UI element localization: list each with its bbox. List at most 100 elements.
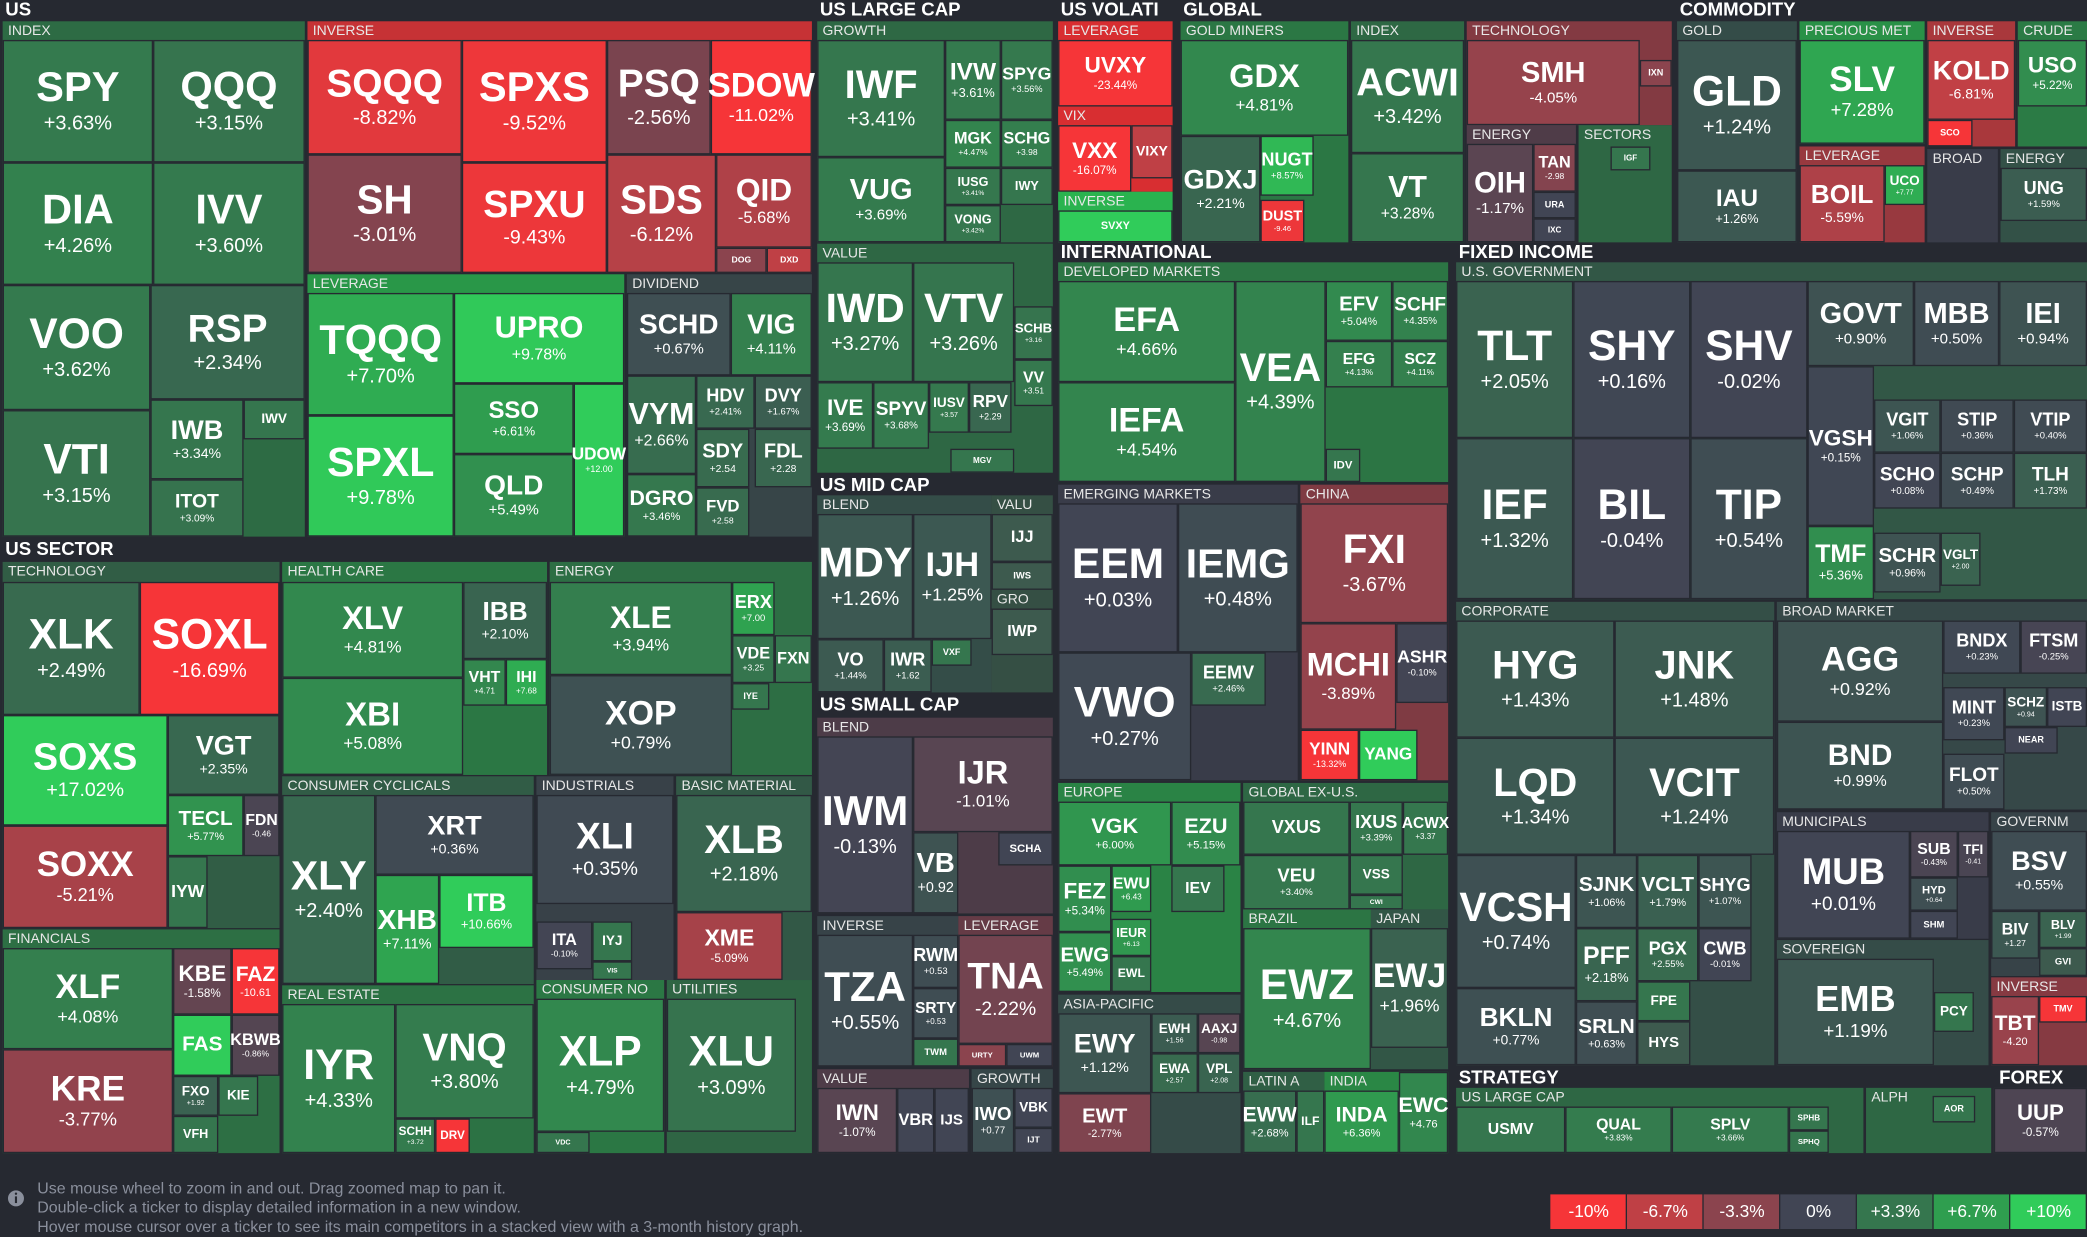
tile[interactable]: IHI+7.68	[505, 659, 548, 706]
tile[interactable]: URTY	[958, 1043, 1007, 1067]
tile-box[interactable]	[1456, 854, 1576, 989]
tile[interactable]: XLF+4.08%	[2, 948, 174, 1050]
tile-box[interactable]	[1300, 503, 1449, 624]
tile[interactable]: SCHH+3.72	[395, 1118, 436, 1154]
tile[interactable]: HDV+2.41%	[696, 375, 755, 429]
tile[interactable]: PCY	[1933, 991, 1974, 1032]
tile-box[interactable]	[1573, 438, 1691, 600]
tile-box[interactable]	[991, 513, 1053, 562]
tile[interactable]: UUP -0.57%	[1993, 1087, 2087, 1154]
tile[interactable]: IVV+3.60%	[153, 162, 305, 285]
tile-box[interactable]	[1171, 801, 1241, 866]
tile[interactable]: EWT-2.77%	[1058, 1093, 1152, 1154]
tile[interactable]: MINT+0.23%	[1943, 687, 2005, 741]
tile-box[interactable]	[173, 1075, 219, 1116]
tile[interactable]: VHT+4.71	[463, 659, 506, 706]
tile[interactable]: VBR	[897, 1087, 935, 1154]
tile[interactable]: EWL	[1111, 956, 1152, 992]
tile[interactable]: TMV	[2039, 995, 2087, 1023]
tile-box[interactable]	[968, 382, 1012, 433]
tile-box[interactable]	[1637, 928, 1699, 982]
tile[interactable]: RWM+0.53	[913, 934, 959, 989]
tile[interactable]: USMV	[1456, 1106, 1566, 1154]
tile[interactable]: FAS	[173, 1014, 232, 1076]
tile-box[interactable]	[774, 635, 812, 684]
tile[interactable]: IWR+1.62	[883, 639, 932, 693]
tile[interactable]: ERX+7.00	[732, 581, 775, 636]
tile[interactable]: IYJ	[592, 921, 633, 962]
tile[interactable]: RSP+2.34%	[150, 284, 305, 400]
tile-box[interactable]	[1180, 135, 1261, 243]
tile-box[interactable]	[1788, 1130, 1829, 1154]
tile[interactable]: VB +0.92	[913, 832, 959, 914]
tile-box[interactable]	[1349, 894, 1403, 910]
tile[interactable]: GVI	[2039, 948, 2087, 977]
tile-box[interactable]	[173, 948, 232, 1015]
tile-box[interactable]	[1776, 721, 1944, 810]
tile-box[interactable]	[218, 1075, 259, 1116]
tile-box[interactable]	[1180, 39, 1349, 136]
tile-box[interactable]	[173, 1115, 219, 1154]
tile[interactable]: EMB+1.19%	[1776, 958, 1934, 1066]
tile[interactable]: VNQ+3.80%	[395, 1003, 534, 1119]
tile-box[interactable]	[1933, 991, 1974, 1032]
tile-box[interactable]	[549, 675, 733, 775]
tile[interactable]: AGG+0.92%	[1776, 620, 1944, 722]
tile-box[interactable]	[1243, 1090, 1297, 1154]
tile[interactable]: SPXU-9.43%	[461, 162, 607, 273]
tile[interactable]: SCHF+4.35%	[1392, 280, 1449, 341]
tile[interactable]: VEA+4.39%	[1235, 280, 1326, 483]
tile[interactable]: SPY+3.63%	[2, 39, 154, 163]
tile-box[interactable]	[1358, 729, 1418, 781]
tile-box[interactable]	[1533, 218, 1576, 243]
tile[interactable]: IEI+0.94%	[1999, 280, 2087, 367]
tile-box[interactable]	[1788, 1106, 1829, 1131]
tile-box[interactable]	[1575, 1001, 1638, 1066]
tile[interactable]: IWO+0.77	[971, 1087, 1015, 1154]
tile-box[interactable]	[817, 934, 914, 1067]
tile-box[interactable]	[1991, 910, 2040, 959]
tile[interactable]: EWU+6.43	[1111, 865, 1152, 913]
tile[interactable]: YINN-13.32%	[1300, 729, 1359, 781]
tile[interactable]: KBE-1.58%	[173, 948, 232, 1015]
tile[interactable]: MBB+0.50%	[1913, 280, 2000, 367]
tile[interactable]: IEMG+0.48%	[1177, 503, 1298, 653]
tile[interactable]: STIP+0.36%	[1940, 399, 2014, 453]
tile-box[interactable]	[231, 1014, 280, 1076]
tile-box[interactable]	[282, 581, 464, 678]
tile[interactable]: EFG+4.13%	[1325, 340, 1393, 388]
tile-box[interactable]	[1058, 503, 1178, 653]
tile[interactable]: BIV+1.27	[1991, 910, 2040, 959]
tile-box[interactable]	[696, 375, 755, 429]
tile[interactable]: XBI+5.08%	[282, 677, 464, 775]
tile-box[interactable]	[307, 154, 462, 273]
tile-box[interactable]	[282, 677, 464, 775]
tile[interactable]: BLV+1.99	[2039, 910, 2087, 949]
tile-box[interactable]	[1943, 620, 2021, 674]
tile[interactable]: IWF+3.41%	[817, 39, 946, 158]
tile[interactable]: SPYV+3.68%	[873, 382, 930, 449]
tile-box[interactable]	[606, 154, 717, 273]
tile[interactable]: IJT	[1014, 1127, 1053, 1154]
tile[interactable]: QQQ+3.15%	[153, 39, 305, 163]
tile[interactable]: VV+3.51	[1014, 359, 1053, 407]
tile-box[interactable]	[1909, 830, 1958, 878]
tile[interactable]: SHM	[1909, 910, 1958, 939]
tile[interactable]: XOP+0.79%	[549, 675, 733, 775]
tile-box[interactable]	[676, 794, 812, 913]
tile[interactable]: XLE+3.94%	[549, 581, 733, 676]
tile-box[interactable]	[1909, 910, 1958, 939]
tile-box[interactable]	[1466, 39, 1640, 126]
tile-box[interactable]	[1927, 119, 1973, 147]
tile[interactable]: QID -5.68%	[716, 154, 812, 248]
tile-box[interactable]	[945, 167, 1001, 206]
tile-box[interactable]	[231, 948, 280, 1015]
tile[interactable]: SH-3.01%	[307, 154, 462, 273]
tile[interactable]: PFF+2.18%	[1575, 928, 1638, 1002]
tile[interactable]: SCHO+0.08%	[1874, 452, 1941, 509]
tile-box[interactable]	[1943, 687, 2005, 741]
tile[interactable]: SCZ+4.11%	[1392, 340, 1449, 388]
tile[interactable]: SHV-0.02%	[1690, 280, 1808, 439]
tile[interactable]: SCHD +0.67%	[626, 292, 731, 376]
tile[interactable]: SHY+0.16%	[1573, 280, 1691, 439]
